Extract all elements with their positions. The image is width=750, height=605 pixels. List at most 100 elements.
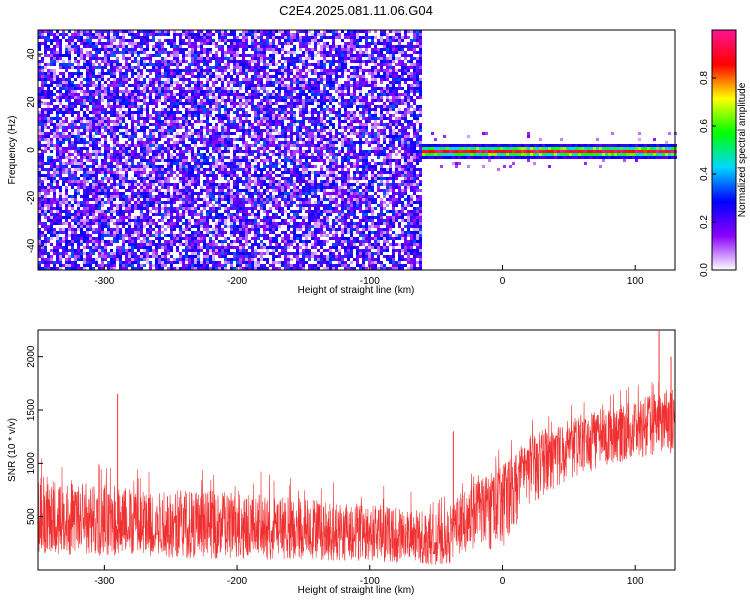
spectrogram-cell — [188, 87, 191, 90]
spectrogram-cell — [59, 219, 62, 222]
spectrogram-cell — [182, 69, 185, 72]
spectrogram-cell — [227, 246, 230, 249]
spectrogram-cell — [47, 138, 50, 141]
spectrogram-cell — [233, 150, 236, 153]
spectrogram-cell — [110, 90, 113, 93]
spectrogram-cell — [239, 42, 242, 45]
spectrogram-cell — [176, 132, 179, 135]
spectrogram-cell — [188, 90, 191, 93]
spectrogram-cell — [122, 135, 125, 138]
spectrogram-cell — [209, 87, 212, 90]
spectrogram-cell — [80, 66, 83, 69]
spectrogram-cell — [104, 150, 107, 153]
spectrogram-cell — [68, 177, 71, 180]
spectrogram-cell — [236, 75, 239, 78]
spectrogram-cell — [185, 192, 188, 195]
spectrogram-cell — [224, 198, 227, 201]
spectrogram-cell — [263, 207, 266, 210]
spectrogram-cell — [59, 120, 62, 123]
spectrogram-cell — [260, 198, 263, 201]
spectrogram-cell — [146, 42, 149, 45]
spectrogram-cell — [200, 69, 203, 72]
spectrogram-cell — [161, 42, 164, 45]
spectrogram-cell — [221, 150, 224, 153]
spectrogram-cell — [116, 255, 119, 258]
spectrogram-cell — [107, 111, 110, 114]
spectrogram-cell — [116, 144, 119, 147]
spectrogram-cell — [71, 243, 74, 246]
spectrogram-cell — [257, 72, 260, 75]
spectrogram-cell — [251, 174, 254, 177]
spectrogram-cell — [191, 114, 194, 117]
spectrogram-cell — [179, 135, 182, 138]
spectrogram-cell — [251, 69, 254, 72]
spectrogram-cell — [212, 195, 215, 198]
spectrogram-cell — [164, 159, 167, 162]
spectrogram-cell — [92, 261, 95, 264]
spectrogram-cell — [254, 198, 257, 201]
spectrogram-cell — [59, 63, 62, 66]
spectrogram-cell — [53, 264, 56, 267]
spectrogram-cell — [38, 33, 41, 36]
spectrogram-cell — [143, 183, 146, 186]
spectrogram-cell — [137, 204, 140, 207]
spectrogram-cell — [125, 114, 128, 117]
spectrogram-cell — [173, 156, 176, 159]
spectrogram-cell — [59, 189, 62, 192]
spectrogram-cell — [194, 153, 197, 156]
spectrogram-cell — [128, 33, 131, 36]
spectrogram-cell — [161, 84, 164, 87]
spectrogram-cell — [227, 45, 230, 48]
spectrogram-cell — [203, 159, 206, 162]
spectrogram-cell — [227, 60, 230, 63]
spectrogram-cell — [161, 201, 164, 204]
spectrogram-cell — [236, 174, 239, 177]
spectrogram-cell — [227, 120, 230, 123]
spectrogram-cell — [254, 66, 257, 69]
spectrogram-cell — [104, 57, 107, 60]
spectrogram-cell — [137, 177, 140, 180]
spectrogram-cell — [149, 81, 152, 84]
spectrogram-cell — [260, 123, 263, 126]
spectrogram-cell — [272, 180, 275, 183]
spectrogram-cell — [128, 90, 131, 93]
spectrogram-cell — [50, 225, 53, 228]
spectrogram-cell — [203, 72, 206, 75]
spectrogram-cell — [158, 228, 161, 231]
spectrogram-cell — [161, 255, 164, 258]
spectrogram-cell — [89, 189, 92, 192]
spectrogram-cell — [260, 255, 263, 258]
spectrogram-cell — [248, 129, 251, 132]
spectrogram-cell — [167, 93, 170, 96]
spectrogram-cell — [86, 87, 89, 90]
spectrogram-cell — [233, 120, 236, 123]
spectrogram-cell — [260, 147, 263, 150]
spectrogram-cell — [80, 102, 83, 105]
spectrogram-cell — [89, 213, 92, 216]
spectrogram-cell — [158, 123, 161, 126]
spectrogram-cell — [158, 219, 161, 222]
spectrogram-cell — [254, 240, 257, 243]
spectrogram-cell — [170, 129, 173, 132]
spectrogram-cell — [47, 45, 50, 48]
spectrogram-cell — [227, 195, 230, 198]
spectrogram-cell — [245, 63, 248, 66]
spectrogram-cell — [233, 48, 236, 51]
spectrogram-cell — [191, 150, 194, 153]
spectrogram-cell — [158, 51, 161, 54]
spectrogram-cell — [248, 264, 251, 267]
spectrogram-cell — [86, 60, 89, 63]
spectrogram-cell — [152, 171, 155, 174]
spectrogram-cell — [245, 102, 248, 105]
spectrogram-cell — [83, 258, 86, 261]
spectrogram-cell — [161, 156, 164, 159]
spectrogram-cell — [215, 165, 218, 168]
spectrogram-cell — [134, 225, 137, 228]
spectrogram-cell — [194, 201, 197, 204]
spectrogram-cell — [152, 48, 155, 51]
spectrogram-cell — [71, 255, 74, 258]
spectrogram-cell — [44, 177, 47, 180]
spectrogram-cell — [95, 246, 98, 249]
spectrogram-cell — [137, 87, 140, 90]
spectrogram-cell — [194, 84, 197, 87]
